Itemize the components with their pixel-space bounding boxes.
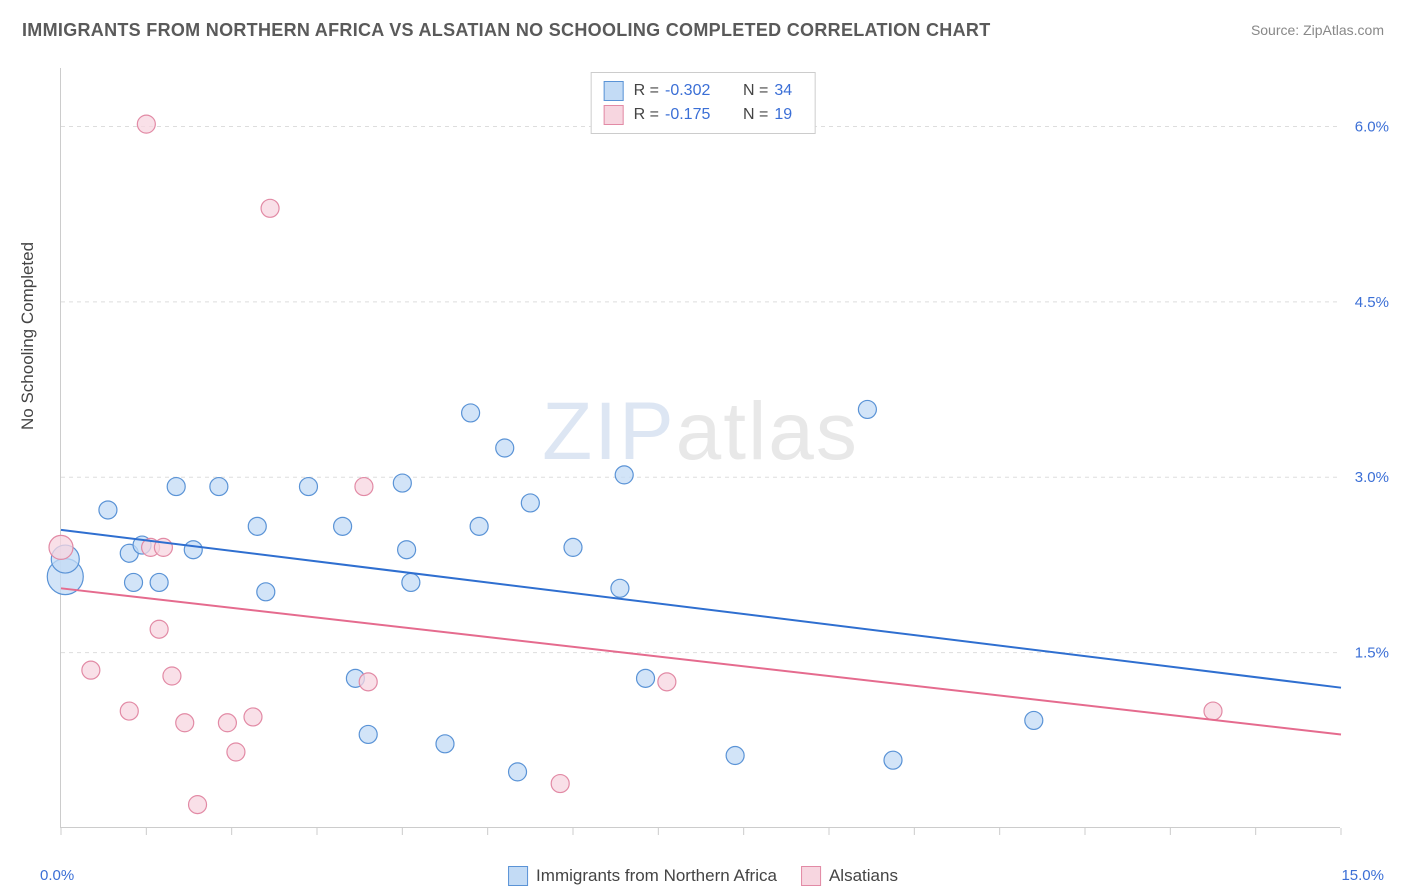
chart-container: IMMIGRANTS FROM NORTHERN AFRICA VS ALSAT… xyxy=(0,0,1406,892)
series-name: Immigrants from Northern Africa xyxy=(536,866,777,886)
x-tick-label-min: 0.0% xyxy=(40,867,74,884)
data-point xyxy=(334,517,352,535)
data-point xyxy=(521,494,539,512)
series-legend-item: Immigrants from Northern Africa xyxy=(508,866,777,886)
data-point xyxy=(611,579,629,597)
data-point xyxy=(436,735,454,753)
regression-line xyxy=(61,530,1341,688)
x-tick-label-max: 15.0% xyxy=(1341,867,1384,884)
legend-n-label: N = xyxy=(743,103,768,127)
data-point xyxy=(564,538,582,556)
correlation-legend: R =-0.302 N =34 R =-0.175 N =19 xyxy=(591,72,816,134)
data-point xyxy=(163,667,181,685)
data-point xyxy=(359,673,377,691)
legend-swatch xyxy=(508,866,528,886)
data-point xyxy=(227,743,245,761)
data-point xyxy=(176,714,194,732)
series-legend: Immigrants from Northern Africa Alsatians xyxy=(508,866,898,886)
data-point xyxy=(470,517,488,535)
y-tick-label: 4.5% xyxy=(1355,294,1389,311)
data-point xyxy=(884,751,902,769)
data-point xyxy=(1204,702,1222,720)
data-point xyxy=(402,573,420,591)
source-attribution: Source: ZipAtlas.com xyxy=(1251,22,1384,38)
legend-row: R =-0.175 N =19 xyxy=(604,103,803,127)
data-point xyxy=(462,404,480,422)
data-point xyxy=(99,501,117,519)
legend-r-value: -0.302 xyxy=(665,79,725,103)
y-tick-label: 1.5% xyxy=(1355,645,1389,662)
plot-svg: 1.5%3.0%4.5%6.0% xyxy=(61,68,1340,827)
legend-r-value: -0.175 xyxy=(665,103,725,127)
data-point xyxy=(125,573,143,591)
legend-row: R =-0.302 N =34 xyxy=(604,79,803,103)
data-point xyxy=(49,535,73,559)
data-point xyxy=(248,517,266,535)
data-point xyxy=(858,400,876,418)
data-point xyxy=(120,702,138,720)
legend-n-value: 34 xyxy=(774,79,802,103)
data-point xyxy=(244,708,262,726)
data-point xyxy=(218,714,236,732)
data-point xyxy=(150,620,168,638)
data-point xyxy=(184,541,202,559)
data-point xyxy=(726,747,744,765)
legend-swatch xyxy=(604,105,624,125)
legend-r-label: R = xyxy=(634,103,659,127)
data-point xyxy=(189,796,207,814)
y-axis-label: No Schooling Completed xyxy=(18,242,38,430)
data-point xyxy=(167,478,185,496)
data-point xyxy=(615,466,633,484)
legend-n-label: N = xyxy=(743,79,768,103)
data-point xyxy=(299,478,317,496)
data-point xyxy=(82,661,100,679)
plot-area: ZIPatlas 1.5%3.0%4.5%6.0% xyxy=(60,68,1340,828)
data-point xyxy=(398,541,416,559)
series-legend-item: Alsatians xyxy=(801,866,898,886)
chart-title: IMMIGRANTS FROM NORTHERN AFRICA VS ALSAT… xyxy=(22,20,991,41)
data-point xyxy=(210,478,228,496)
data-point xyxy=(359,725,377,743)
series-name: Alsatians xyxy=(829,866,898,886)
legend-swatch xyxy=(604,81,624,101)
data-point xyxy=(257,583,275,601)
data-point xyxy=(355,478,373,496)
data-point xyxy=(261,199,279,217)
legend-swatch xyxy=(801,866,821,886)
data-point xyxy=(509,763,527,781)
legend-r-label: R = xyxy=(634,79,659,103)
data-point xyxy=(393,474,411,492)
data-point xyxy=(637,669,655,687)
data-point xyxy=(137,115,155,133)
source-prefix: Source: xyxy=(1251,22,1303,38)
data-point xyxy=(496,439,514,457)
source-link[interactable]: ZipAtlas.com xyxy=(1303,22,1384,38)
data-point xyxy=(150,573,168,591)
legend-n-value: 19 xyxy=(774,103,802,127)
data-point xyxy=(1025,711,1043,729)
y-tick-label: 6.0% xyxy=(1355,118,1389,135)
data-point xyxy=(551,775,569,793)
y-tick-label: 3.0% xyxy=(1355,469,1389,486)
data-point xyxy=(658,673,676,691)
